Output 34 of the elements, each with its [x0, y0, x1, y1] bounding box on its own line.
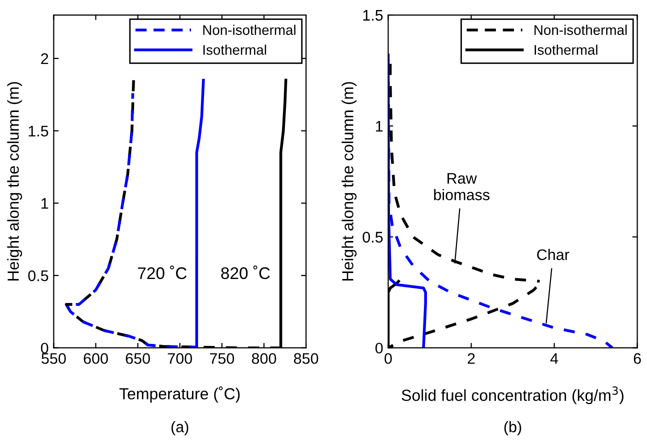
- x-tick-label: 4: [550, 353, 558, 364]
- y-tick-label: 2: [41, 53, 48, 64]
- x-tick-label: 800: [252, 353, 276, 364]
- x-tick-label: 0: [384, 353, 392, 364]
- y-tick-label: 0: [375, 342, 383, 354]
- y-tick-label: 0: [40, 342, 48, 354]
- text: (a): [171, 421, 188, 436]
- annotation: Raw biomass: [434, 173, 490, 200]
- y-tick-label: 1: [376, 120, 383, 132]
- y-tick-label: 0.5: [362, 232, 383, 243]
- x-tick-label: 650: [126, 353, 150, 364]
- legend-label: Non-isothermal: [203, 24, 296, 35]
- y-tick-label: 1.5: [28, 126, 48, 136]
- x-tick-label: 6: [634, 353, 641, 364]
- legend-label: Isothermal: [534, 44, 598, 55]
- x-axis-title: Temperature (˚C): [119, 386, 240, 403]
- legend-label: Isothermal: [203, 44, 266, 55]
- annotation: 720 ˚C: [138, 266, 187, 280]
- y-tick-label: 0.5: [28, 270, 48, 282]
- annotation: Char: [537, 248, 570, 260]
- annotation: 820 ˚C: [221, 266, 270, 280]
- y-axis-title: Height along the column (m): [7, 82, 22, 280]
- y-tick-label: 1: [42, 198, 48, 209]
- y-tick-label: 1.5: [363, 10, 383, 21]
- x-axis-title: Solid fuel concentration (kg/m$^{3}$): [402, 386, 624, 404]
- x-tick-label: 600: [84, 353, 108, 364]
- x-tick-label: 550: [42, 353, 66, 364]
- legend-label: Non-isothermal: [534, 24, 627, 35]
- x-tick-label: 850: [294, 353, 318, 364]
- x-tick-label: 700: [168, 353, 192, 364]
- y-axis-title: Height along the column (m): [342, 82, 357, 280]
- x-tick-label: 750: [210, 353, 234, 364]
- text: (b): [504, 421, 522, 436]
- x-tick-label: 2: [468, 353, 475, 364]
